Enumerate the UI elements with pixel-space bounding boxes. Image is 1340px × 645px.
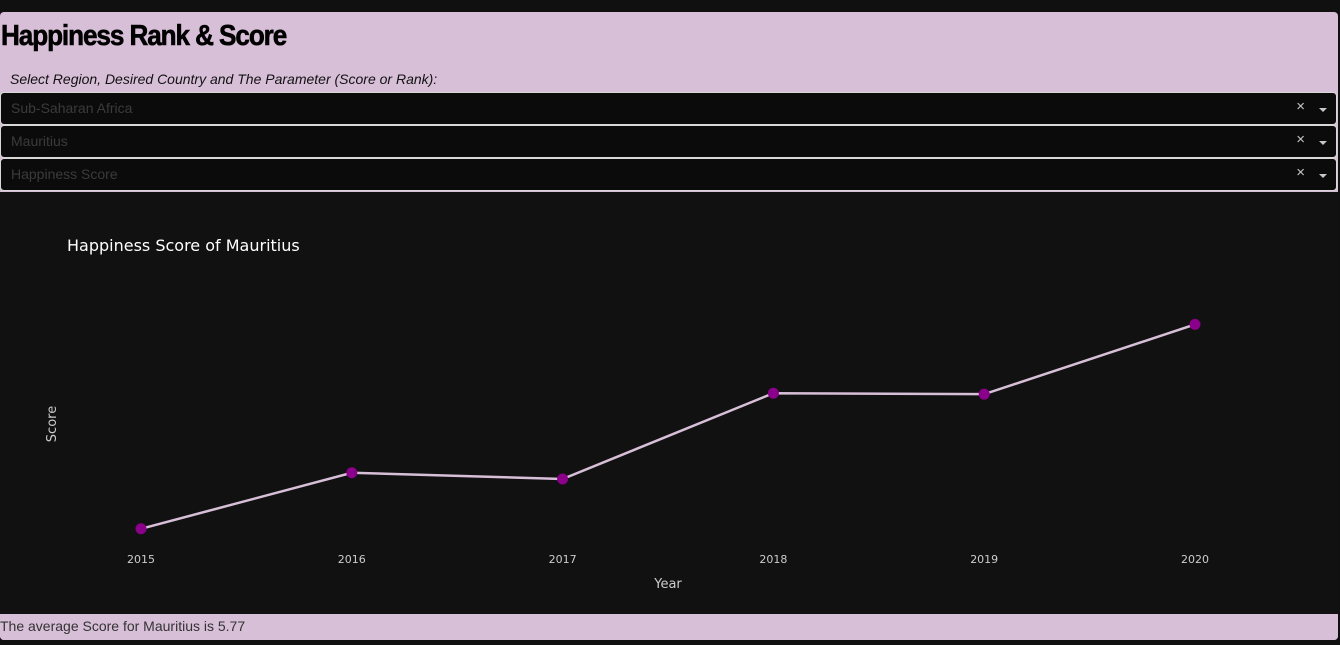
chevron-down-icon[interactable]: [1319, 141, 1327, 145]
x-tick-label: 2018: [759, 553, 787, 566]
x-tick-label: 2016: [338, 553, 366, 566]
chevron-down-icon[interactable]: [1319, 108, 1327, 112]
summary-bar: The average Score for Mauritius is 5.77: [0, 614, 1338, 640]
data-point[interactable]: [1189, 318, 1201, 330]
x-tick-label: 2017: [549, 553, 577, 566]
data-point[interactable]: [978, 388, 990, 400]
country-dropdown-value: Mauritius: [11, 133, 68, 149]
chart-title: Happiness Score of Mauritius: [67, 236, 300, 255]
region-dropdown[interactable]: Sub-Saharan Africa ×: [0, 92, 1337, 125]
data-point[interactable]: [346, 467, 358, 479]
instructions-text: Select Region, Desired Country and The P…: [10, 71, 438, 87]
country-dropdown[interactable]: Mauritius ×: [0, 125, 1337, 158]
page-title: Happiness Rank & Score: [1, 20, 288, 53]
chevron-down-icon[interactable]: [1319, 174, 1327, 178]
data-point[interactable]: [135, 523, 147, 535]
data-point[interactable]: [557, 473, 569, 485]
clear-icon[interactable]: ×: [1296, 98, 1305, 115]
x-tick-label: 2019: [970, 553, 998, 566]
app-container: Happiness Rank & Score Select Region, De…: [0, 12, 1338, 640]
summary-text: The average Score for Mauritius is 5.77: [0, 618, 246, 634]
line-chart: Happiness Score of Mauritius Score Year …: [45, 236, 1209, 592]
parameter-dropdown[interactable]: Happiness Score ×: [0, 158, 1337, 191]
chart-area: Happiness Score of Mauritius Score Year …: [0, 192, 1338, 614]
data-point[interactable]: [767, 387, 779, 399]
region-dropdown-value: Sub-Saharan Africa: [11, 100, 133, 116]
x-axis-label: Year: [653, 577, 682, 592]
clear-icon[interactable]: ×: [1296, 131, 1305, 148]
clear-icon[interactable]: ×: [1296, 164, 1305, 181]
y-axis-label: Score: [45, 406, 60, 442]
x-tick-label: 2015: [127, 553, 155, 566]
series-line: [140, 323, 1196, 530]
x-tick-label: 2020: [1181, 553, 1209, 566]
parameter-dropdown-value: Happiness Score: [11, 166, 118, 182]
